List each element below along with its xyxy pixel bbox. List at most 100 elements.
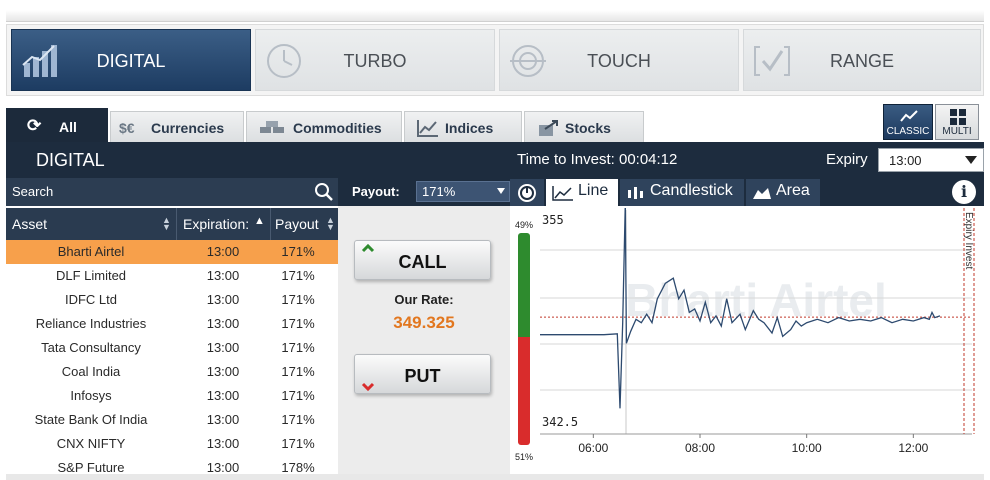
call-label: CALL [398, 252, 447, 272]
asset-payout: 171% [281, 436, 315, 451]
asset-name: Reliance Industries [35, 316, 147, 331]
line-chart-icon [417, 120, 438, 137]
tab-stocks[interactable]: Stocks [524, 111, 644, 142]
table-row[interactable]: Tata Consultancy 13:00 171% [6, 336, 338, 360]
payout-value: 171% [422, 184, 456, 199]
table-row[interactable]: Coal India 13:00 171% [6, 360, 338, 384]
x-tick-label: 06:00 [578, 441, 608, 455]
candlestick-icon [628, 187, 643, 199]
expiry-value: 13:00 [889, 153, 922, 168]
tab-label: Stocks [565, 120, 611, 136]
page-title: DIGITAL [36, 150, 105, 170]
asset-payout: 171% [281, 268, 315, 283]
asset-expiration: 13:00 [206, 388, 240, 403]
tab-area-chart[interactable]: Area [746, 179, 820, 206]
tab-label: Indices [445, 120, 494, 136]
trading-header: DIGITAL Time to Invest: 00:04:12 Expiry … [6, 142, 984, 178]
target-icon [510, 45, 546, 77]
gauge-put-bar [518, 337, 530, 445]
chart-panel: Line Candlestick Area i 49% 51% Bharti A… [510, 178, 984, 474]
column-divider [270, 208, 271, 240]
expiry-invest-label: Expiry Invest [963, 212, 974, 269]
sort-icon[interactable]: ▲ ▼ [162, 215, 171, 232]
tab-label: Currencies [151, 120, 225, 136]
rate-value: 349.325 [393, 313, 455, 332]
tab-commodities[interactable]: Commodities [246, 111, 402, 142]
sort-ascending-icon[interactable]: ▲ [254, 215, 265, 227]
chart-watermark: Bharti Airtel [625, 274, 887, 326]
bar-chart-icon [22, 45, 57, 77]
table-row[interactable]: Reliance Industries 13:00 171% [6, 312, 338, 336]
column-payout[interactable]: Payout [275, 216, 319, 232]
area-chart-icon [753, 188, 771, 199]
chevron-down-icon [497, 188, 505, 194]
sentiment-gauge: 49% 51% [514, 208, 534, 474]
call-button[interactable]: CALL [354, 240, 491, 280]
asset-name: Tata Consultancy [41, 340, 141, 355]
table-row[interactable]: CNX NIFTY 13:00 171% [6, 432, 338, 456]
clock-icon [267, 44, 301, 78]
tab-candlestick-chart[interactable]: Candlestick [620, 179, 744, 206]
trade-panel: Payout: 171% CALL Our Rate: 349.325 PUT [338, 178, 510, 474]
category-tabs: ⟳ All $€ Currencies Commodities Indices … [6, 108, 984, 142]
tab-label: Commodities [293, 120, 382, 136]
x-tick-label: 10:00 [792, 441, 822, 455]
trend-icon [900, 110, 918, 122]
chart-settings-button[interactable] [510, 179, 544, 206]
tab-indices[interactable]: Indices [404, 111, 522, 142]
asset-payout: 171% [281, 412, 315, 427]
info-icon[interactable]: i [952, 180, 976, 204]
mode-label: TURBO [343, 51, 407, 71]
price-chart[interactable]: Bharti Airtel 355 342.506:00 08:00 10:00 12:0… [534, 208, 984, 474]
asset-name: IDFC Ltd [64, 292, 117, 307]
y-tick-label: 342.5 [542, 415, 578, 429]
table-row[interactable]: Bharti Airtel 13:00 171% [6, 240, 338, 264]
chevron-down-icon [361, 382, 375, 392]
asset-expiration: 13:00 [206, 268, 240, 283]
bottom-divider [6, 474, 984, 480]
classic-view-button[interactable]: CLASSIC [883, 104, 933, 140]
asset-payout: 171% [281, 292, 315, 307]
gauge-put-percent: 51% [514, 452, 533, 462]
column-divider [176, 208, 177, 240]
asset-name: S&P Future [57, 460, 125, 475]
time-to-invest: Time to Invest: 00:04:12 [517, 151, 678, 168]
tab-all[interactable]: ⟳ All [6, 108, 108, 142]
sort-icon[interactable]: ▲ ▼ [326, 215, 335, 232]
payout-select[interactable]: 171% [416, 181, 510, 202]
tab-label: Candlestick [650, 182, 733, 199]
mode-tab-touch[interactable]: TOUCH [499, 29, 739, 91]
asset-payout: 171% [281, 340, 315, 355]
asset-list: Bharti Airtel 13:00 171% DLF Limited 13:00 17… [6, 240, 338, 480]
put-button[interactable]: PUT [354, 354, 491, 394]
asset-expiration: 13:00 [206, 436, 240, 451]
table-row[interactable]: IDFC Ltd 13:00 171% [6, 288, 338, 312]
multi-view-button[interactable]: MULTI [935, 104, 979, 140]
mode-tab-turbo[interactable]: TURBO [255, 29, 495, 91]
mode-tab-digital[interactable]: DIGITAL [11, 29, 251, 91]
expiry-select[interactable]: 13:00 [878, 148, 984, 172]
mode-label: TOUCH [587, 51, 651, 71]
asset-payout: 171% [281, 364, 315, 379]
table-row[interactable]: Infosys 13:00 171% [6, 384, 338, 408]
mode-label: RANGE [829, 51, 894, 71]
tab-line-chart[interactable]: Line [546, 179, 618, 206]
mode-tab-range[interactable]: RANGE [743, 29, 981, 91]
payout-bar: Payout: 171% [338, 178, 510, 206]
refresh-icon: ⟳ [27, 116, 42, 135]
x-tick-label: 12:00 [898, 441, 928, 455]
search-icon[interactable] [314, 182, 334, 202]
x-tick-label: 08:00 [685, 441, 715, 455]
top-divider [6, 10, 984, 22]
chevron-down-icon [965, 156, 977, 164]
tab-currencies[interactable]: $€ Currencies [110, 111, 244, 142]
asset-name: Infosys [70, 388, 112, 403]
table-row[interactable]: State Bank Of India 13:00 171% [6, 408, 338, 432]
column-asset[interactable]: Asset [12, 216, 48, 232]
column-expiration[interactable]: Expiration: [183, 216, 250, 232]
search-input[interactable]: Search [6, 178, 338, 206]
table-row[interactable]: DLF Limited 13:00 171% [6, 264, 338, 288]
tab-label: All [59, 119, 77, 135]
asset-name: State Bank Of India [34, 412, 148, 427]
gauge-call-bar [518, 233, 530, 337]
